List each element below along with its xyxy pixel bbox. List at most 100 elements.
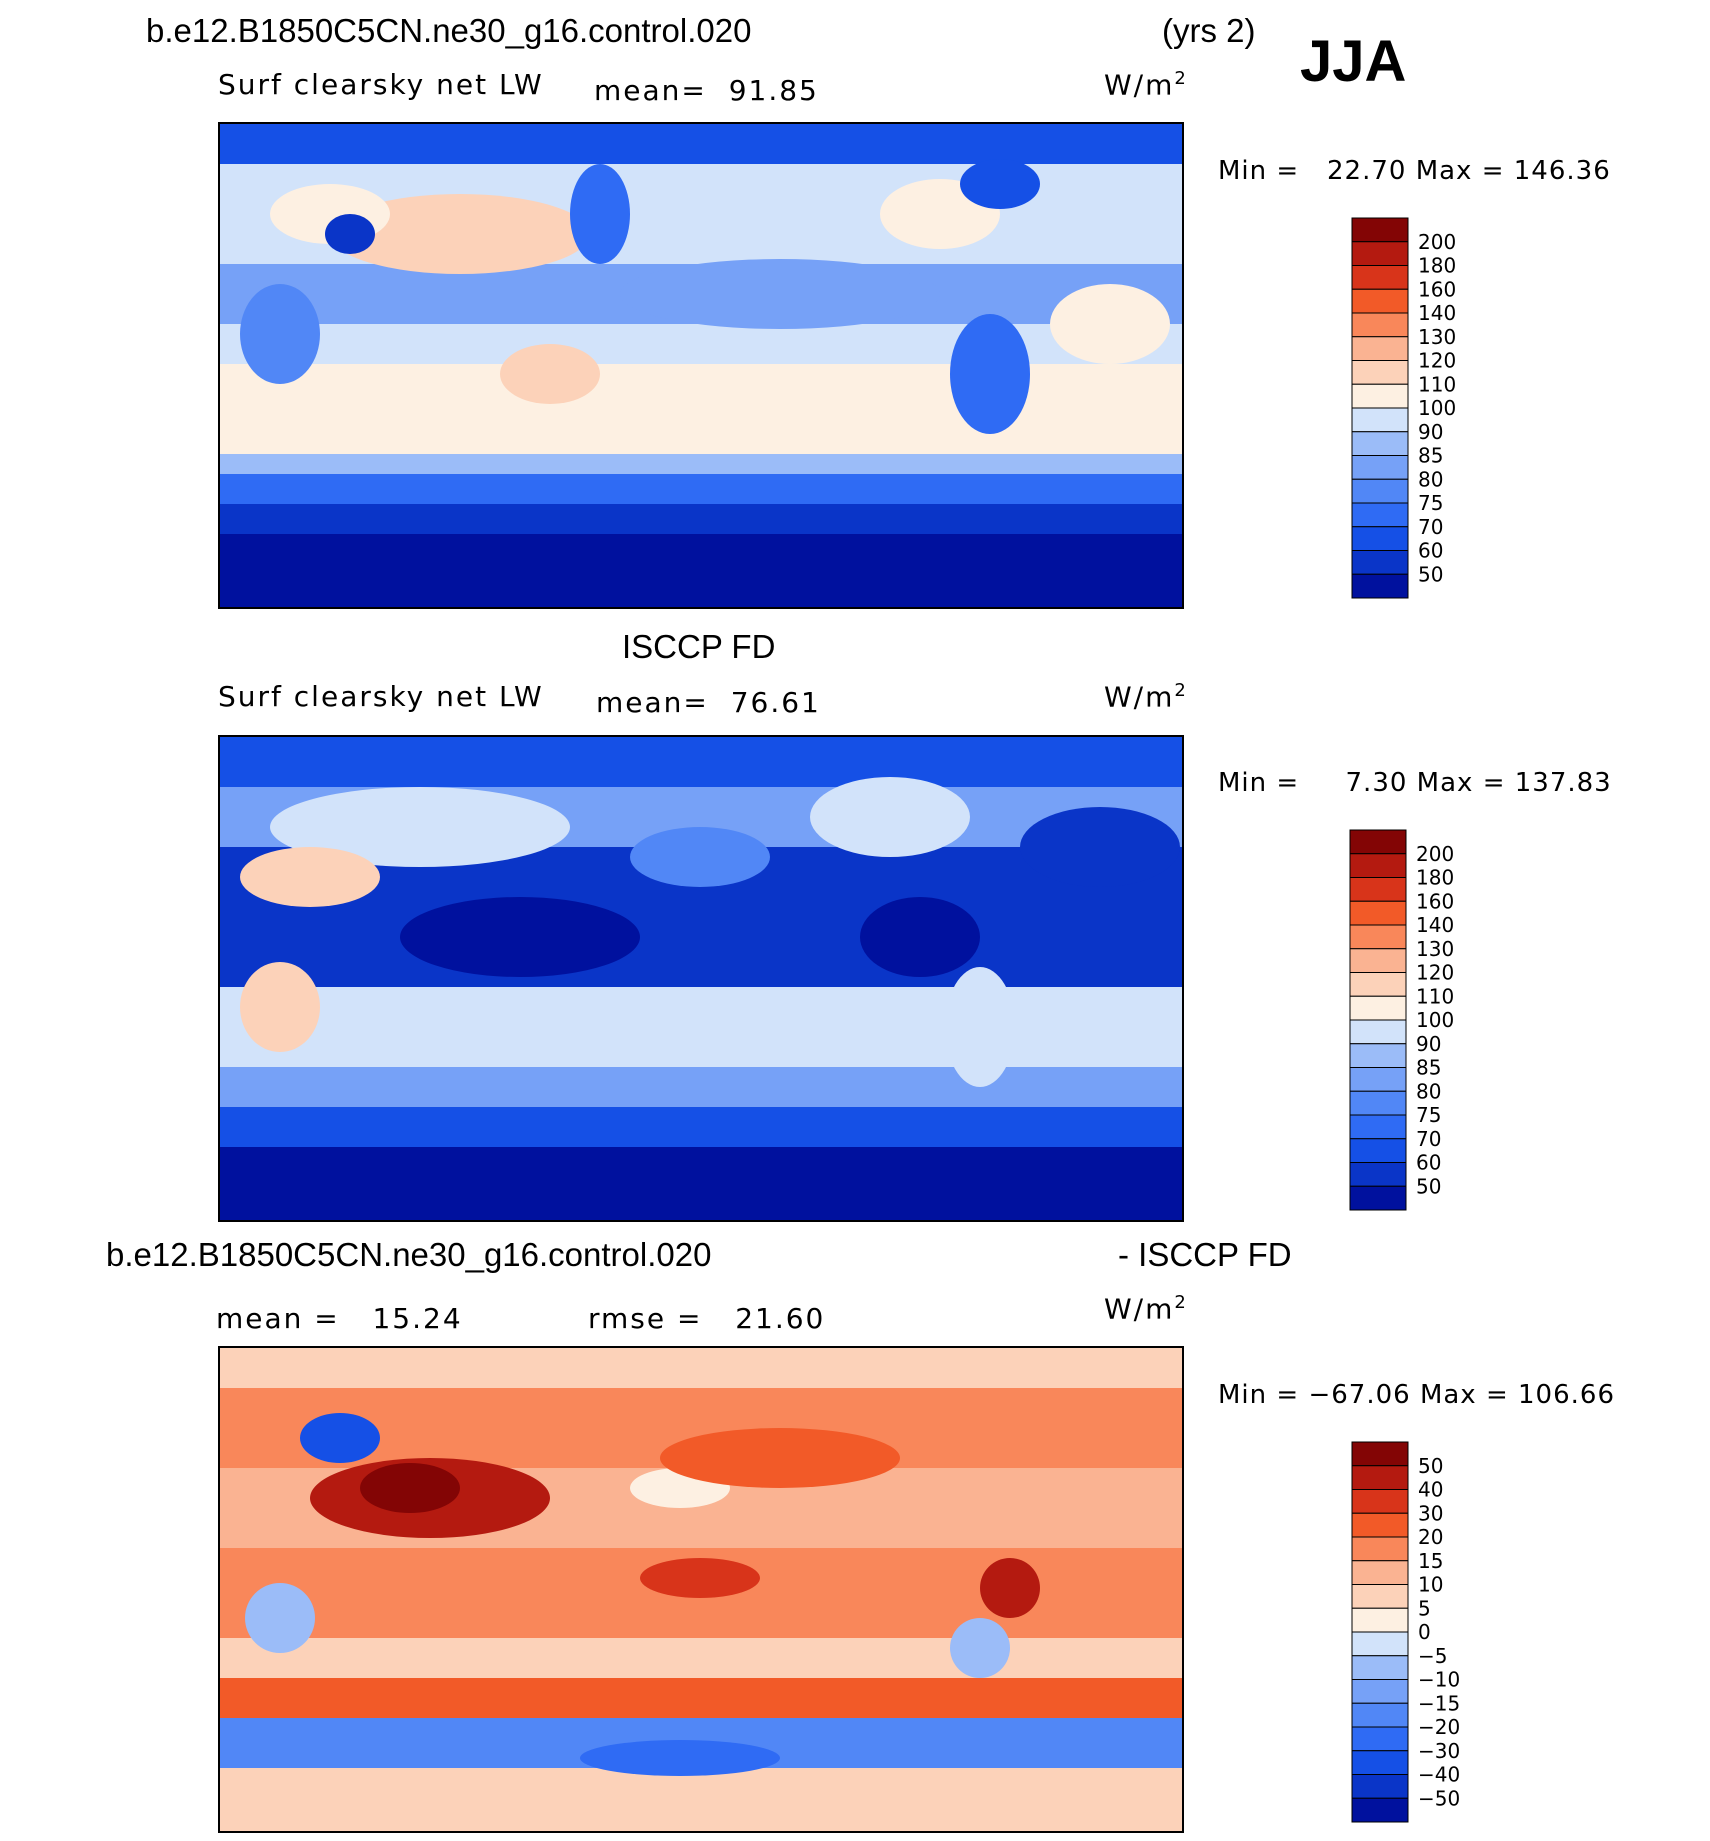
colorbar-tick-label: 10	[1418, 1573, 1443, 1597]
colorbar-box	[1351, 1441, 1409, 1467]
panel2-colorbar: 200 180 160 140 130 120 110 100 90 85 80 75 70 60 50	[1348, 828, 1478, 1217]
colorbar-tick-label: −20	[1418, 1715, 1460, 1739]
colorbar-box	[1351, 312, 1409, 338]
colorbar-box	[1349, 1162, 1407, 1187]
colorbar-tick-label: 50	[1416, 1174, 1441, 1198]
colorbar-box	[1351, 1679, 1409, 1704]
colorbar-box	[1351, 502, 1409, 528]
colorbar-tick-label: 15	[1418, 1549, 1443, 1573]
panel2-mean-label: mean=	[596, 686, 709, 719]
colorbar-box	[1351, 336, 1409, 361]
colorbar-tick-label: 40	[1418, 1478, 1443, 1502]
season-label: JJA	[1300, 29, 1407, 94]
colorbar-box	[1351, 1774, 1409, 1799]
panel2-max-value: 137.83	[1514, 768, 1612, 798]
colorbar-box	[1349, 1090, 1407, 1116]
panel3-units: W/m2	[1104, 1292, 1188, 1325]
colorbar-tick-label: 180	[1416, 866, 1454, 890]
units-sup: 2	[1174, 1292, 1188, 1313]
colorbar-tick-label: 80	[1418, 467, 1443, 491]
colorbar-tick-label: 120	[1418, 349, 1456, 373]
colorbar-tick-label: −15	[1418, 1691, 1460, 1715]
panel3-min-label: Min =	[1218, 1380, 1300, 1410]
colorbar-box	[1351, 478, 1409, 504]
panel2-map	[218, 735, 1184, 1222]
colorbar-box	[1351, 288, 1409, 314]
colorbar-tick-label: 200	[1416, 842, 1454, 866]
colorbar-box	[1351, 407, 1409, 433]
panel3-colorbar: 50 40 30 20 15 10 5 0 −5 −10 −15 −20 −30 −40 −50	[1350, 1440, 1480, 1829]
colorbar-tick-label: 70	[1418, 515, 1443, 539]
colorbar-box	[1349, 877, 1407, 902]
colorbar-box	[1349, 972, 1407, 997]
panel3-rmse-label: rmse =	[588, 1302, 703, 1335]
colorbar-tick-label: −5	[1418, 1644, 1447, 1668]
colorbar-tick-label: −30	[1418, 1739, 1460, 1763]
colorbar-tick-label: 50	[1418, 1454, 1443, 1478]
colorbar-box	[1351, 1655, 1409, 1680]
colorbar-tick-label: 140	[1418, 301, 1456, 325]
units-sup: 2	[1174, 680, 1188, 701]
colorbar-box	[1351, 1797, 1409, 1823]
colorbar-tick-label: 85	[1418, 444, 1443, 468]
panel3-max-label: Max =	[1419, 1380, 1509, 1410]
colorbar-tick-label: 140	[1416, 913, 1454, 937]
panel1-max-label: Max =	[1415, 156, 1505, 186]
units-text: W/m	[1104, 68, 1175, 102]
colorbar-tick-label: −50	[1418, 1786, 1460, 1810]
colorbar-box	[1351, 1726, 1409, 1752]
colorbar-tick-label: 75	[1418, 491, 1443, 515]
panel1-colorbar: 200 180 160 140 130 120 110 100 90 85 80 75 70 60 50	[1350, 216, 1480, 605]
colorbar-box	[1351, 1465, 1409, 1490]
panel2-min-value: 7.30	[1345, 768, 1408, 798]
panel1-max-value: 146.36	[1513, 156, 1611, 186]
colorbar-tick-label: 85	[1416, 1056, 1441, 1080]
colorbar-box	[1349, 948, 1407, 973]
colorbar-box	[1351, 1702, 1409, 1728]
panel2-max-label: Max =	[1416, 768, 1506, 798]
colorbar-tick-label: 100	[1416, 1008, 1454, 1032]
colorbar-tick-label: 50	[1418, 562, 1443, 586]
colorbar-tick-label: 60	[1418, 539, 1443, 563]
panel1-mean-label: mean=	[594, 74, 707, 107]
colorbar-box	[1351, 360, 1409, 385]
colorbar-box	[1349, 995, 1407, 1021]
colorbar-tick-label: 130	[1416, 937, 1454, 961]
colorbar-tick-label: 120	[1416, 961, 1454, 985]
panel3-min-value: −67.06	[1308, 1380, 1411, 1410]
panel3-minmax: Min = −67.06 Max = 106.66	[1218, 1380, 1615, 1410]
panel2-variable: Surf clearsky net LW	[218, 680, 544, 713]
colorbar-box	[1351, 1560, 1409, 1585]
colorbar-box	[1351, 550, 1409, 575]
colorbar-box	[1349, 1043, 1407, 1068]
panel3-case-title: b.e12.B1850C5CN.ne30_g16.control.020	[106, 1236, 712, 1273]
colorbar-box	[1351, 265, 1409, 290]
colorbar-tick-label: 70	[1416, 1127, 1441, 1151]
panel1-years: (yrs 2)	[1162, 12, 1256, 49]
colorbar-tick-label: 90	[1416, 1032, 1441, 1056]
colorbar-box	[1351, 1631, 1409, 1657]
colorbar-tick-label: −10	[1418, 1668, 1460, 1692]
colorbar-tick-label: 200	[1418, 230, 1456, 254]
colorbar-box	[1351, 1489, 1409, 1514]
panel2-units: W/m2	[1104, 680, 1188, 713]
colorbar-tick-label: 160	[1418, 277, 1456, 301]
colorbar-box	[1351, 431, 1409, 456]
colorbar-box	[1351, 241, 1409, 266]
colorbar-tick-label: 110	[1416, 984, 1454, 1008]
units-text: W/m	[1104, 1292, 1175, 1326]
panel1-min-label: Min =	[1218, 156, 1300, 186]
panel3-mean: mean = 15.24	[216, 1302, 463, 1335]
units-text: W/m	[1104, 680, 1175, 714]
colorbar-tick-label: 80	[1416, 1079, 1441, 1103]
colorbar-tick-label: 110	[1418, 372, 1456, 396]
colorbar-tick-label: 60	[1416, 1151, 1441, 1175]
panel2-map-svg	[220, 737, 1182, 1220]
colorbar-box	[1349, 924, 1407, 950]
colorbar-box	[1351, 1750, 1409, 1775]
panel3-max-value: 106.66	[1518, 1380, 1615, 1410]
panel1-mean: mean= 91.85	[594, 74, 819, 107]
colorbar-tick-label: 160	[1416, 889, 1454, 913]
